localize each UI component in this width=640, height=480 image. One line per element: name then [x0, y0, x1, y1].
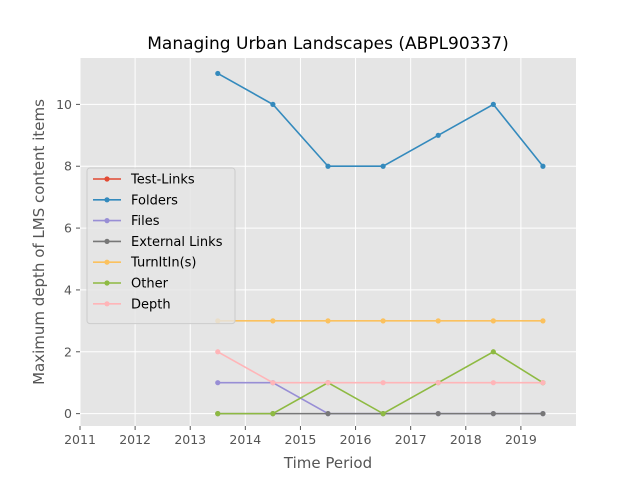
data-point: [270, 318, 276, 324]
series-turnitin-s: [215, 318, 546, 324]
data-point: [435, 132, 441, 138]
data-point: [215, 411, 221, 417]
chart-title: Managing Urban Landscapes (ABPL90337): [147, 34, 509, 54]
data-point: [490, 349, 496, 355]
data-point: [435, 380, 441, 386]
data-point: [215, 349, 221, 355]
legend-marker: [104, 197, 110, 203]
legend: Test-Links Folders Files External Links Turn…: [86, 167, 236, 325]
x-tick-label: 2019: [505, 432, 537, 447]
data-point: [270, 101, 276, 107]
series-folders: [215, 70, 546, 169]
data-point: [270, 411, 276, 417]
legend-label: Folders: [131, 193, 178, 208]
data-point: [435, 411, 441, 417]
legend-marker: [104, 301, 110, 307]
legend-item: External Links: [93, 235, 223, 250]
x-tick-label: 2012: [119, 432, 151, 447]
data-point: [380, 318, 386, 324]
y-axis-label: Maximum depth of LMS content items: [30, 99, 48, 385]
y-axis-ticks: 0 2 4 6 8 10: [56, 97, 80, 421]
legend-label: External Links: [131, 235, 223, 250]
x-axis-label: Time Period: [283, 454, 372, 472]
data-point: [540, 318, 546, 324]
series-depth: [215, 349, 546, 386]
legend-marker: [104, 176, 110, 182]
legend-item: Files: [93, 214, 160, 229]
legend-item: Depth: [93, 297, 171, 312]
data-point: [270, 380, 276, 386]
legend-label: Other: [131, 277, 169, 292]
y-tick-label: 6: [64, 221, 72, 236]
x-tick-label: 2014: [229, 432, 261, 447]
x-tick-label: 2011: [64, 432, 96, 447]
x-tick-label: 2017: [395, 432, 427, 447]
data-point: [325, 318, 331, 324]
y-tick-label: 0: [64, 406, 72, 421]
series-layer: [215, 70, 546, 417]
x-tick-label: 2016: [340, 432, 372, 447]
y-tick-label: 2: [64, 344, 72, 359]
x-axis-ticks: 2011 2012 2013 2014 2015 2016 2017 2018 2019: [64, 426, 537, 447]
legend-marker: [104, 259, 110, 265]
data-point: [490, 411, 496, 417]
legend-box: [86, 167, 236, 325]
data-point: [380, 380, 386, 386]
y-tick-label: 4: [64, 282, 72, 297]
legend-item: TurnItIn(s): [93, 256, 196, 271]
legend-marker: [104, 280, 110, 286]
y-tick-label: 10: [56, 97, 72, 112]
data-point: [435, 318, 441, 324]
data-point: [215, 380, 221, 386]
data-point: [380, 411, 386, 417]
data-point: [325, 411, 331, 417]
legend-item: Test-Links: [93, 173, 195, 188]
data-point: [540, 380, 546, 386]
data-point: [215, 70, 221, 77]
legend-label: Depth: [131, 297, 171, 312]
data-point: [540, 411, 546, 417]
legend-label: Test-Links: [130, 173, 195, 188]
legend-marker: [104, 238, 110, 244]
y-tick-label: 8: [64, 159, 72, 174]
x-tick-label: 2018: [450, 432, 482, 447]
x-tick-label: 2013: [174, 432, 206, 447]
data-point: [325, 380, 331, 386]
data-point: [325, 163, 331, 169]
data-point: [540, 163, 546, 169]
data-point: [490, 101, 496, 107]
x-tick-label: 2015: [285, 432, 317, 447]
legend-item: Folders: [93, 193, 178, 208]
legend-label: Files: [131, 214, 160, 229]
data-point: [490, 380, 496, 386]
data-point: [490, 318, 496, 324]
data-point: [380, 163, 386, 169]
legend-label: TurnItIn(s): [130, 256, 196, 271]
legend-marker: [104, 218, 110, 224]
legend-item: Other: [93, 277, 169, 292]
